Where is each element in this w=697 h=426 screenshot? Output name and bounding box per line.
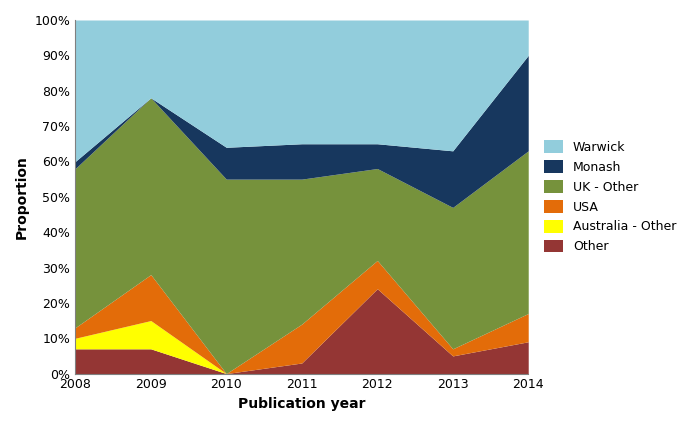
Legend: Warwick, Monash, UK - Other, USA, Australia - Other, Other: Warwick, Monash, UK - Other, USA, Austra…	[539, 135, 681, 258]
Y-axis label: Proportion: Proportion	[15, 155, 29, 239]
X-axis label: Publication year: Publication year	[238, 397, 365, 411]
